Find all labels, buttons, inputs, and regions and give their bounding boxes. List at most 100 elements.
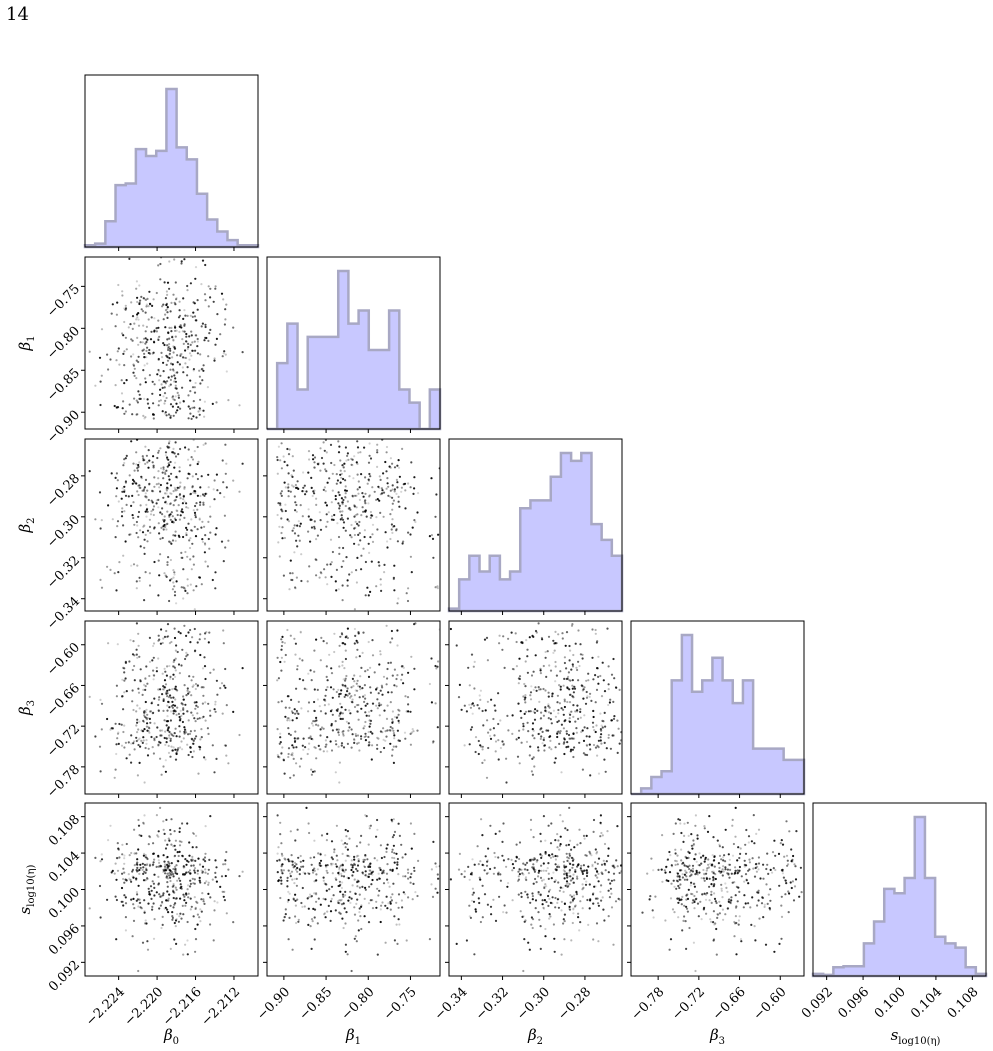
scatter-point xyxy=(357,524,360,527)
scatter-point xyxy=(121,332,124,335)
scatter-point xyxy=(712,879,715,882)
scatter-point xyxy=(536,709,539,713)
scatter-point xyxy=(322,488,325,491)
scatter-point xyxy=(191,846,194,849)
scatter-point xyxy=(412,730,415,733)
scatter-point xyxy=(123,485,126,488)
scatter-point xyxy=(297,920,300,923)
scatter-point xyxy=(148,636,151,640)
scatter-point xyxy=(303,687,306,690)
scatter-point xyxy=(137,738,140,741)
scatter-point xyxy=(189,746,192,749)
scatter-point xyxy=(122,524,125,527)
scatter-point xyxy=(329,910,333,913)
scatter-point xyxy=(307,736,310,740)
scatter-point xyxy=(371,540,375,544)
scatter-point xyxy=(586,871,589,874)
scatter-point xyxy=(368,442,371,445)
scatter-point xyxy=(712,859,715,862)
scatter-point xyxy=(533,718,537,721)
scatter-point xyxy=(168,260,171,263)
scatter-point xyxy=(327,904,330,908)
scatter-point xyxy=(367,461,371,464)
scatter-point xyxy=(389,896,392,899)
scatter-point xyxy=(391,848,394,851)
scatter-point xyxy=(691,901,694,905)
x-tick-label: −0.90 xyxy=(254,985,293,1024)
scatter-point xyxy=(604,770,607,773)
scatter-point xyxy=(544,707,547,710)
scatter-point xyxy=(378,564,381,567)
scatter-point xyxy=(182,597,185,600)
scatter-point xyxy=(281,635,284,639)
scatter-point xyxy=(581,768,585,771)
scatter-point xyxy=(220,875,224,878)
scatter-point xyxy=(172,368,175,371)
scatter-point xyxy=(286,447,289,451)
scatter-point xyxy=(542,815,546,818)
scatter-point xyxy=(173,865,177,869)
scatter-point xyxy=(481,745,484,748)
scatter-point xyxy=(204,299,207,302)
scatter-point xyxy=(161,513,164,516)
scatter-point xyxy=(167,442,171,445)
scatter-point xyxy=(207,339,210,342)
scatter-point xyxy=(305,806,308,810)
scatter-point xyxy=(364,492,367,495)
scatter-point xyxy=(710,893,713,896)
scatter-point xyxy=(165,303,168,307)
scatter-point xyxy=(209,709,212,712)
scatter-point xyxy=(602,908,605,911)
scatter-point xyxy=(353,455,356,458)
scatter-point xyxy=(325,866,328,869)
scatter-point xyxy=(166,563,169,567)
scatter-point xyxy=(287,472,290,475)
scatter-point xyxy=(133,397,136,400)
scatter-point xyxy=(281,537,284,540)
scatter-point xyxy=(330,515,334,518)
scatter-point xyxy=(115,752,118,756)
scatter-point xyxy=(171,335,174,338)
scatter-point xyxy=(152,417,155,420)
scatter-point xyxy=(280,648,283,651)
scatter-point xyxy=(561,820,564,823)
scatter-point xyxy=(183,356,187,359)
scatter-point xyxy=(160,526,163,529)
scatter-point xyxy=(795,830,798,833)
scatter-point xyxy=(185,526,188,530)
scatter-point xyxy=(130,742,133,745)
scatter-point xyxy=(471,887,474,890)
scatter-point xyxy=(364,888,367,891)
scatter-point xyxy=(378,475,381,478)
scatter-point xyxy=(176,486,179,489)
scatter-point xyxy=(353,937,356,940)
scatter-point xyxy=(192,439,195,442)
scatter-point xyxy=(455,644,458,647)
scatter-point xyxy=(202,694,205,697)
scatter-point xyxy=(115,898,118,902)
scatter-point xyxy=(505,911,508,914)
scatter-point xyxy=(486,719,489,722)
axis-label-b3: β3 xyxy=(16,700,37,716)
scatter-point xyxy=(337,688,340,692)
scatter-point xyxy=(693,894,696,898)
scatter-point xyxy=(165,875,168,878)
scatter-point xyxy=(458,683,461,687)
scatter-point xyxy=(122,334,125,337)
scatter-point xyxy=(123,461,126,465)
scatter-point xyxy=(204,871,207,874)
scatter-point xyxy=(136,774,139,777)
scatter-point xyxy=(204,758,207,761)
scatter-point xyxy=(520,892,523,895)
scatter-point xyxy=(148,584,152,587)
scatter-point xyxy=(356,885,359,888)
scatter-point xyxy=(175,402,178,405)
scatter-point xyxy=(436,585,439,588)
scatter-point xyxy=(379,750,382,754)
scatter-point xyxy=(196,462,199,466)
scatter-point xyxy=(389,466,392,469)
scatter-point xyxy=(376,465,379,468)
scatter-point xyxy=(166,908,169,911)
scatter-point xyxy=(202,686,205,689)
scatter-point xyxy=(607,733,610,737)
